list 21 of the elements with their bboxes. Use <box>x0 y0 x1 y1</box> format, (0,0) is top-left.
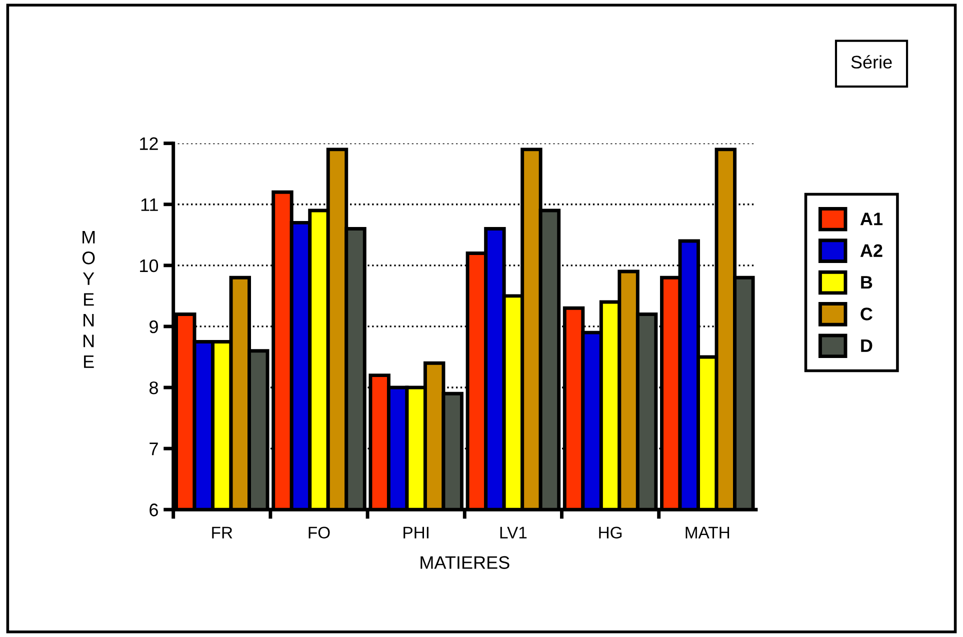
x-tick-label: HG <box>599 526 622 539</box>
legend-label: C <box>860 308 872 320</box>
y-tick-label: 6 <box>150 504 158 516</box>
x-tick-label: LV1 <box>500 526 527 538</box>
y-axis-title: MOYENNE <box>82 230 95 368</box>
y-tick-label: 12 <box>140 137 158 150</box>
y-tick-label: 7 <box>150 442 158 456</box>
y-tick-label: 8 <box>150 381 158 394</box>
legend-label: A1 <box>860 212 883 226</box>
y-tick-label: 9 <box>150 320 158 334</box>
y-tick-label: 10 <box>140 259 158 272</box>
x-tick-label: PHI <box>404 526 428 538</box>
legend-label: A2 <box>860 244 882 257</box>
y-tick-label: 11 <box>141 198 158 211</box>
legend-label: B <box>861 276 872 289</box>
x-axis-title: MATIERES <box>420 556 510 569</box>
x-tick-label: MATH <box>686 526 730 538</box>
legend-title: Série <box>851 55 892 69</box>
x-tick-label: FO <box>308 526 330 539</box>
x-tick-label: FR <box>212 526 232 538</box>
legend-label: D <box>861 339 872 352</box>
